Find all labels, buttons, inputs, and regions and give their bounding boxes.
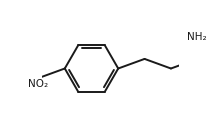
Text: NH₂: NH₂	[187, 32, 207, 42]
Text: NO₂: NO₂	[28, 79, 48, 89]
